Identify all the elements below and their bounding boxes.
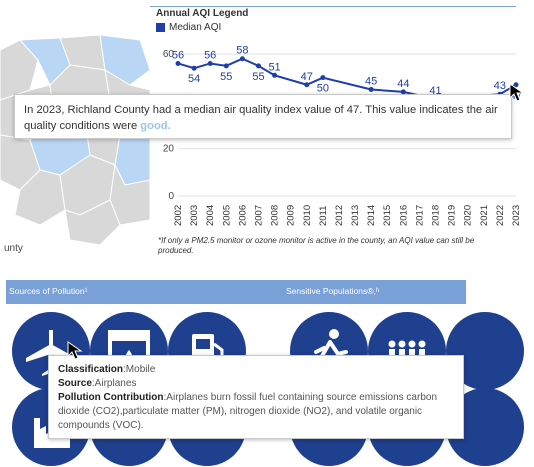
data-label: 54 [188,73,200,85]
median-aqi-point [223,63,229,69]
source-row: Source:Airplanes [58,377,454,391]
x-tick-label: 2007 [253,205,264,226]
mouse-cursor-icon [66,340,88,362]
data-label: 55 [252,71,264,83]
median-aqi-point [207,60,213,66]
median-aqi-point [175,60,181,66]
x-tick-label: 2004 [205,205,216,226]
aqi-tooltip-text: In 2023, Richland County had a median ai… [24,104,498,132]
y-tick-label: 20 [163,144,175,155]
legend-item[interactable]: Median AQI [156,22,221,33]
y-tick-label: 0 [168,191,174,202]
legend-title: Annual AQI Legend [156,8,249,19]
classification-row: Classification:Mobile [58,363,454,377]
sensitive-populations-label: Sensitive Populations®,ʰ [286,286,380,296]
data-label: 43 [494,80,506,92]
source-value: :Airplanes [91,378,137,389]
x-tick-label: 2005 [221,205,232,226]
source-key: Source [58,378,92,389]
contribution-key: Pollution Contribution [58,392,164,403]
classification-key: Classification [58,364,124,375]
contribution-value: :Airplanes burn fossil fuel containing s… [58,392,438,431]
sources-of-pollution-label: Sources of Pollution¹ [9,286,88,296]
data-label: 44 [397,78,409,90]
x-tick-label: 2019 [447,205,458,226]
x-tick-label: 2002 [173,205,184,226]
aqi-chart[interactable]: 0 20 60 2002 2003 2004 2005 2006 2007 2008 2009 201… [150,40,530,240]
map-label: unty [4,243,23,254]
x-tick-label: 2021 [479,205,490,226]
median-aqi-point [513,82,519,88]
classification-value: :Mobile [123,364,156,375]
header-rule [150,6,516,7]
median-aqi-point [400,89,406,95]
data-label: 58 [236,45,248,57]
data-label: 45 [365,76,377,88]
data-label: 41 [429,85,441,97]
x-tick-label: 2017 [414,205,425,226]
x-tick-label: 2011 [318,206,329,226]
people-group-icon [388,340,426,359]
data-label: 56 [172,49,184,61]
chart-footnote: *If only a PM2.5 monitor or ozone monito… [158,236,475,255]
x-tick-label: 2009 [286,205,297,226]
x-tick-label: 2018 [431,205,442,226]
x-tick-label: 2010 [302,205,313,226]
data-label: 56 [204,49,216,61]
aqi-chart-svg: 0 20 60 2002 2003 2004 2005 2006 2007 2008 2009 201… [163,45,522,226]
median-aqi-point [191,65,197,71]
x-tick-label: 2020 [463,205,474,226]
x-tick-label: 2016 [398,205,409,226]
x-tick-label: 2012 [334,205,345,226]
x-tick-label: 2023 [511,205,522,226]
legend-item-label: Median AQI [169,22,222,33]
contribution-row: Pollution Contribution:Airplanes burn fo… [58,391,454,433]
median-aqi-point [368,87,374,92]
aqi-tooltip: In 2023, Richland County had a median ai… [14,94,512,139]
data-label: 55 [220,71,232,83]
sources-populations-bar: Sources of Pollution¹ Sensitive Populati… [6,280,466,304]
x-tick-label: 2003 [189,205,200,226]
source-tooltip: Classification:Mobile Source:Airplanes P… [48,355,464,439]
mouse-cursor-icon [508,82,530,104]
y-tick-label: 60 [163,49,175,60]
aqi-condition: good. [140,120,171,132]
data-label: 51 [268,61,280,73]
x-tick-label: 2006 [237,205,248,226]
legend-swatch [156,23,165,32]
median-aqi-point [239,56,245,62]
data-label: 47 [301,71,313,83]
median-aqi-point [320,75,326,81]
median-aqi-point [304,82,310,88]
median-aqi-point [272,72,278,78]
x-tick-label: 2013 [350,205,361,226]
x-tick-label: 2022 [495,205,506,226]
x-tick-label: 2008 [270,205,281,226]
data-label: 50 [317,83,329,95]
county-map[interactable] [0,30,150,260]
median-aqi-point [255,63,261,69]
x-tick-label: 2015 [382,205,393,226]
x-tick-label: 2014 [366,205,377,226]
